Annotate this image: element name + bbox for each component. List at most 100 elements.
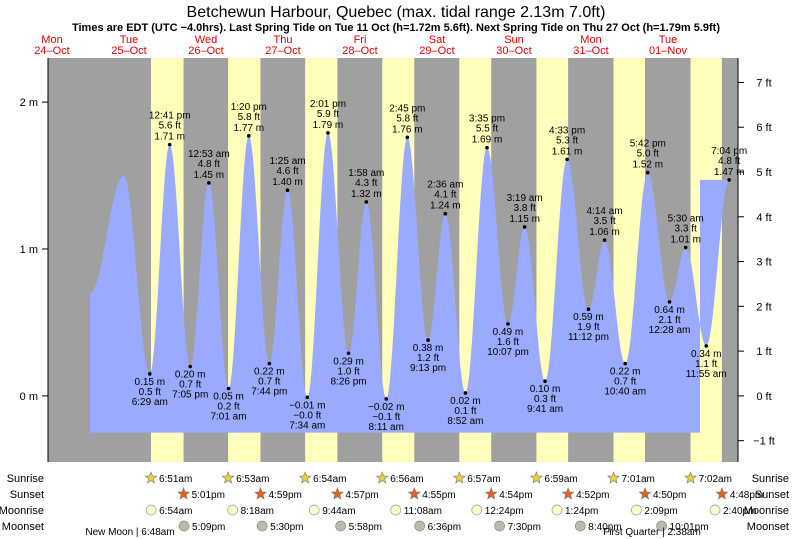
moonrise-icon — [145, 504, 157, 516]
extreme-point — [405, 135, 410, 140]
extreme-point — [246, 134, 251, 138]
moonrise-icon — [227, 504, 238, 516]
extreme-point — [623, 361, 628, 366]
moonrise-time: 2:09pm — [644, 506, 677, 517]
moonrise-time: 9:44am — [322, 506, 355, 517]
extreme-m: 0.34 m — [691, 349, 722, 360]
extreme-time: 8:26 pm — [330, 376, 366, 387]
extreme-point — [667, 300, 672, 304]
moonrise-icon — [308, 504, 320, 516]
extreme-m: 1.52 m — [632, 160, 663, 171]
extreme-m: 0.49 m — [493, 327, 524, 338]
sun-moon-rows: Sunrise Sunrise Sunset Sunset Moonrise Moonri… — [0, 471, 789, 538]
moonset-icon — [414, 520, 426, 532]
extreme-point — [683, 245, 688, 250]
right-tick-label: 7 ft — [756, 77, 771, 89]
extreme-time: 1:58 am — [348, 168, 384, 179]
day-weekday: Mon — [580, 34, 601, 46]
extreme-m: 1.77 m — [233, 123, 264, 134]
day-weekday: Sat — [429, 34, 446, 46]
moonset-time: 6:36pm — [428, 522, 461, 533]
sunset-time: 4:50pm — [653, 490, 686, 501]
day-headers: Mon24–OctTue25–OctWed26–OctThu27–OctFri2… — [34, 34, 687, 57]
extreme-point — [326, 131, 330, 135]
row-label-right: Moonset — [747, 521, 789, 533]
sunrise-time: 6:57am — [467, 474, 500, 485]
sunrise-time: 6:54am — [313, 474, 346, 485]
row-label-right: Sunset — [755, 489, 789, 501]
extreme-time: 10:40 am — [604, 387, 646, 398]
sunrise-icon — [144, 471, 158, 484]
extreme-m: 0.02 m — [450, 396, 481, 407]
sunrise-time: 7:02am — [699, 474, 732, 485]
moonrise-time: 8:18am — [241, 506, 274, 517]
row-label-left: Moonrise — [0, 505, 44, 517]
extreme-m: 1.32 m — [351, 189, 382, 200]
extreme-point — [522, 225, 527, 229]
extreme-ft: −0.1 ft — [372, 412, 400, 423]
extreme-ft: 0.7 ft — [614, 377, 636, 388]
extreme-time: 7:34 am — [289, 420, 325, 431]
extreme-ft: 1.1 ft — [695, 359, 717, 370]
extreme-point — [188, 364, 193, 369]
extreme-time: 6:29 am — [132, 397, 168, 408]
extreme-point — [485, 145, 489, 150]
extreme-ft: 0.3 ft — [534, 394, 556, 405]
extreme-ft: 5.6 ft — [159, 121, 181, 132]
extreme-time: 10:07 pm — [487, 347, 529, 358]
extreme-m: 1.71 m — [154, 132, 185, 143]
extreme-time: 4:33 pm — [549, 125, 585, 136]
extreme-m: 0.29 m — [333, 356, 364, 367]
sunset-time: 4:59pm — [268, 490, 301, 501]
extreme-ft: 1.9 ft — [577, 322, 599, 333]
moonrise-time: 12:24pm — [485, 506, 524, 517]
extreme-ft: 0.5 ft — [139, 387, 161, 398]
extreme-m: 0.20 m — [175, 370, 206, 381]
chart-subtitle: Times are EDT (UTC −4.0hrs). Last Spring… — [72, 22, 720, 34]
extreme-point — [364, 200, 369, 204]
extreme-m: 1.24 m — [430, 201, 461, 212]
right-tick-label: 1 ft — [756, 346, 771, 358]
extreme-ft: 5.3 ft — [556, 135, 578, 146]
extreme-time: 4:14 am — [587, 206, 623, 217]
day-date: 25–Oct — [111, 45, 146, 57]
sunset-time: 4:54pm — [499, 490, 532, 501]
extreme-m: 1.61 m — [552, 146, 583, 157]
extreme-time: 1:25 am — [269, 156, 305, 167]
moonset-icon — [656, 520, 667, 532]
row-label-left: Moonset — [2, 521, 44, 533]
moonrise-icon — [390, 504, 402, 516]
moonrise-time: 2:40pm — [723, 506, 756, 517]
extreme-m: 1.76 m — [392, 124, 423, 135]
right-tick-label: 6 ft — [756, 122, 771, 134]
moonset-icon — [494, 520, 505, 532]
moonset-icon — [574, 520, 586, 532]
sunset-time: 4:48pm — [730, 490, 763, 501]
right-tick-label: 3 ft — [756, 257, 771, 269]
day-weekday: Tue — [659, 34, 678, 46]
sunrise-time: 6:53am — [236, 474, 269, 485]
extreme-ft: 5.5 ft — [476, 124, 498, 135]
sunset-icon — [561, 487, 575, 500]
row-label-right: Moonrise — [744, 505, 789, 517]
moonset-time: 10:01pm — [670, 522, 709, 533]
extreme-m: 1.15 m — [509, 214, 540, 225]
extreme-time: 5:42 pm — [630, 139, 666, 150]
extreme-ft: 3.8 ft — [514, 203, 536, 214]
extreme-point — [167, 142, 172, 147]
extreme-ft: 1.0 ft — [337, 366, 359, 377]
moonrise-icon — [471, 504, 483, 516]
day-date: 24–Oct — [34, 45, 69, 57]
sunrise-icon — [452, 471, 466, 484]
extreme-m: 0.22 m — [610, 367, 641, 378]
extreme-m: 1.69 m — [472, 135, 503, 146]
sunset-time: 4:57pm — [345, 490, 378, 501]
extreme-time: 9:41 am — [527, 404, 563, 415]
extreme-time: 11:12 pm — [568, 332, 609, 343]
day-weekday: Wed — [195, 34, 217, 46]
sunrise-time: 6:51am — [159, 474, 192, 485]
sunrise-icon — [375, 471, 389, 484]
extreme-point — [727, 178, 731, 182]
right-tick-label: 0 ft — [756, 391, 771, 403]
